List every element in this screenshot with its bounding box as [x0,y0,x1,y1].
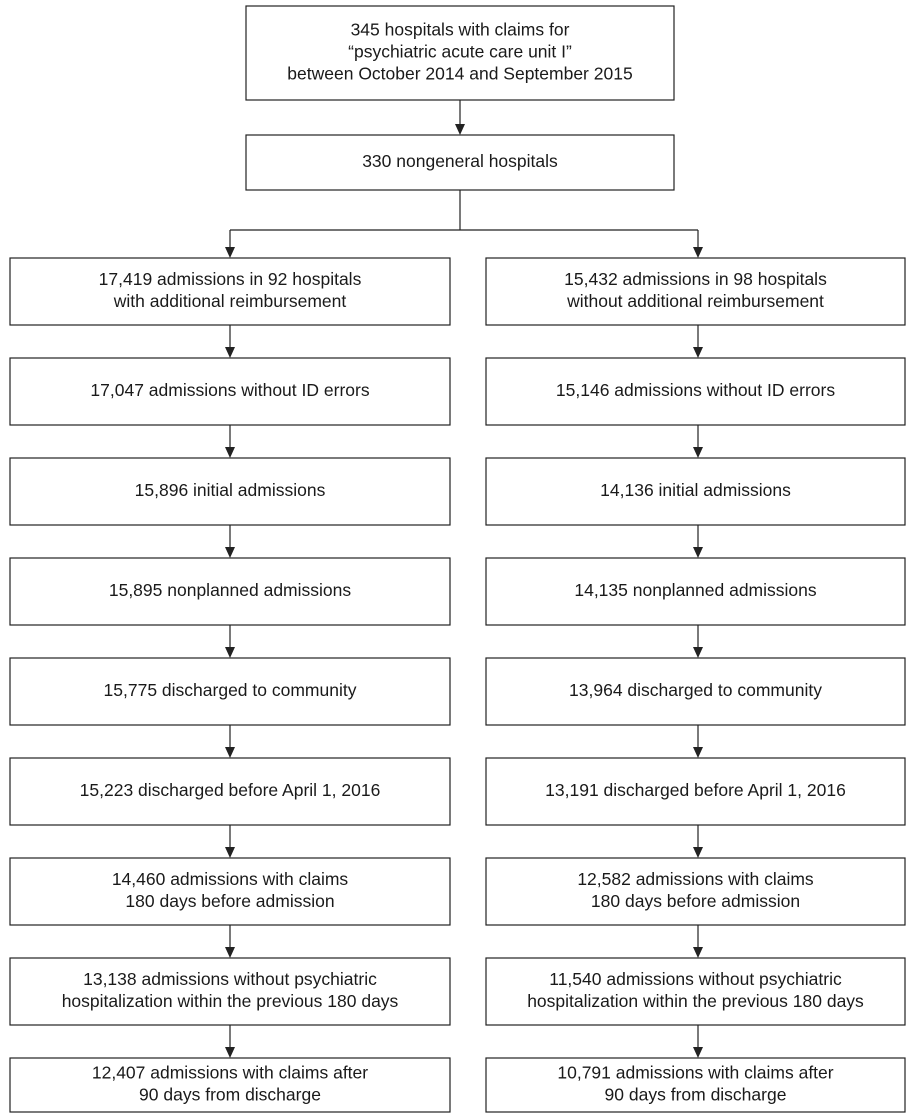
box-text: without additional reimbursement [566,291,824,311]
box [9,957,451,1026]
arrow-head [693,947,703,958]
box-text: 180 days before admission [125,891,334,911]
box [9,857,451,926]
box-text: 15,146 admissions without ID errors [556,380,835,400]
box-text: 15,432 admissions in 98 hospitals [564,269,827,289]
box-text: hospitalization within the previous 180 … [62,991,399,1011]
box-text: 15,775 discharged to community [104,680,357,700]
arrow-head [455,124,465,135]
box-text: 330 nongeneral hospitals [362,151,558,171]
box [485,1057,906,1113]
box [9,457,451,526]
box-text: with additional reimbursement [113,291,347,311]
box [485,657,906,726]
box [485,857,906,926]
box [245,134,675,191]
box [485,757,906,826]
box-text: 11,540 admissions without psychiatric [549,969,842,989]
arrow-head [693,847,703,858]
box-text: 13,191 discharged before April 1, 2016 [545,780,846,800]
arrow-head [693,247,703,258]
arrow-head [225,447,235,458]
box-text: 14,135 nonplanned admissions [574,580,817,600]
box [9,1057,451,1113]
box-text: 15,896 initial admissions [135,480,326,500]
box [485,357,906,426]
box [9,257,451,326]
box-text: 12,582 admissions with claims [577,869,814,889]
arrow-head [225,947,235,958]
arrow-head [225,747,235,758]
box-text: 90 days from discharge [605,1085,787,1105]
box [245,5,675,101]
box [9,557,451,626]
arrow-head [693,647,703,658]
box-text: 10,791 admissions with claims after [557,1063,833,1083]
arrow-head [693,547,703,558]
box [9,757,451,826]
box [485,957,906,1026]
box-text: 15,895 nonplanned admissions [109,580,352,600]
arrow-head [693,447,703,458]
arrow-head [693,747,703,758]
box-text: 17,047 admissions without ID errors [90,380,369,400]
arrow-head [225,247,235,258]
box [485,257,906,326]
box-text: 17,419 admissions in 92 hospitals [99,269,362,289]
arrow-head [225,547,235,558]
arrow-head [225,347,235,358]
box-text: 15,223 discharged before April 1, 2016 [80,780,381,800]
arrow-head [693,347,703,358]
box-text: “psychiatric acute care unit I” [348,42,572,62]
arrow-head [225,647,235,658]
box-text: 180 days before admission [591,891,800,911]
box-text: 90 days from discharge [139,1085,321,1105]
arrow-head [225,1047,235,1058]
arrow-head [693,1047,703,1058]
box [485,457,906,526]
box-text: between October 2014 and September 2015 [287,64,632,84]
box-text: 12,407 admissions with claims after [92,1063,368,1083]
box-text: 13,138 admissions without psychiatric [83,969,377,989]
box-text: 13,964 discharged to community [569,680,822,700]
box-text: 345 hospitals with claims for [351,20,570,40]
box-text: hospitalization within the previous 180 … [527,991,864,1011]
box-text: 14,460 admissions with claims [112,869,349,889]
box-text: 14,136 initial admissions [600,480,791,500]
box [485,557,906,626]
arrow-head [225,847,235,858]
